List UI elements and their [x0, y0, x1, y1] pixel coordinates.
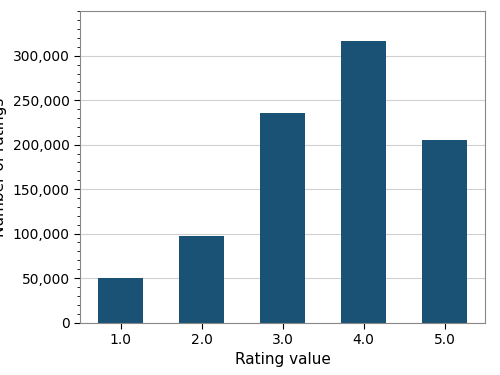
Bar	[422, 140, 467, 322]
Bar	[179, 236, 224, 322]
Bar	[260, 112, 305, 322]
Y-axis label: Number of ratings: Number of ratings	[0, 97, 7, 237]
Bar	[341, 40, 386, 322]
Bar	[98, 278, 143, 322]
X-axis label: Rating value: Rating value	[234, 352, 330, 368]
